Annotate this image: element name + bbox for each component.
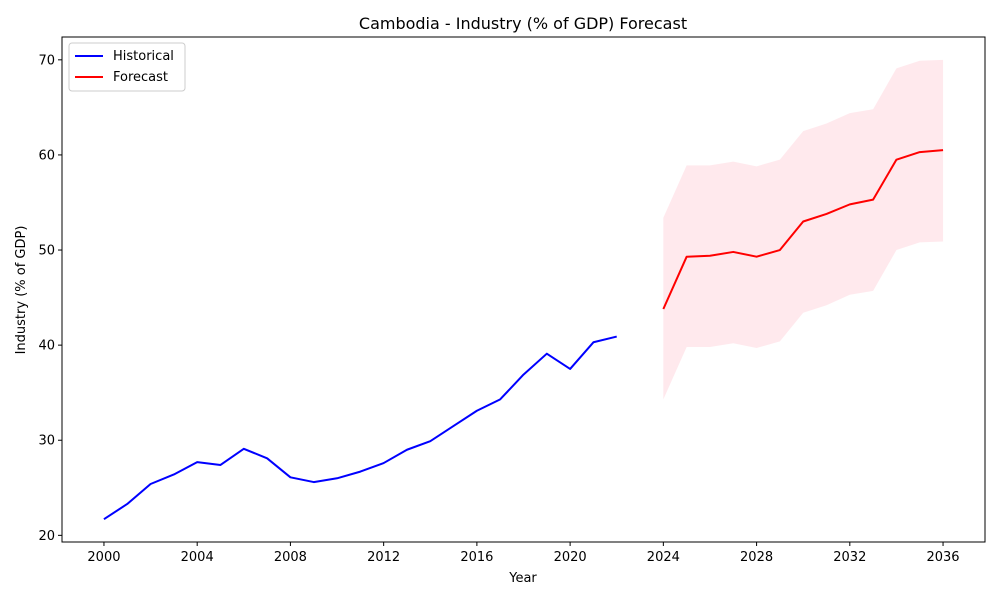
x-tick-label: 2020 <box>554 550 587 565</box>
chart-title: Cambodia - Industry (% of GDP) Forecast <box>359 14 687 33</box>
x-tick-label: 2004 <box>181 550 214 565</box>
legend: Historical Forecast <box>68 42 186 92</box>
y-tick-label: 30 <box>38 434 55 449</box>
y-tick-label: 60 <box>38 148 55 163</box>
y-axis: 20 30 40 50 60 70 <box>38 53 62 544</box>
x-tick-label: 2036 <box>926 550 959 565</box>
x-tick-label: 2012 <box>367 550 400 565</box>
x-axis-label: Year <box>508 571 537 586</box>
y-tick-label: 70 <box>38 53 55 68</box>
plot-frame <box>61 36 986 543</box>
plot-area <box>103 59 944 521</box>
y-tick-label: 40 <box>38 339 55 354</box>
y-tick-label: 50 <box>38 244 55 259</box>
x-tick-label: 2000 <box>87 550 120 565</box>
legend-label-forecast: Forecast <box>113 70 168 85</box>
x-tick-label: 2024 <box>647 550 680 565</box>
x-tick-label: 2016 <box>460 550 493 565</box>
y-tick-label: 20 <box>38 529 55 544</box>
x-tick-label: 2032 <box>833 550 866 565</box>
x-tick-label: 2008 <box>274 550 307 565</box>
forecast-confidence-band <box>663 59 944 400</box>
y-axis-label: Industry (% of GDP) <box>14 226 29 355</box>
legend-label-historical: Historical <box>113 49 174 64</box>
x-tick-label: 2028 <box>740 550 773 565</box>
x-axis: 2000 2004 2008 2012 2016 2020 2024 2028 2032 2036 <box>87 542 960 565</box>
